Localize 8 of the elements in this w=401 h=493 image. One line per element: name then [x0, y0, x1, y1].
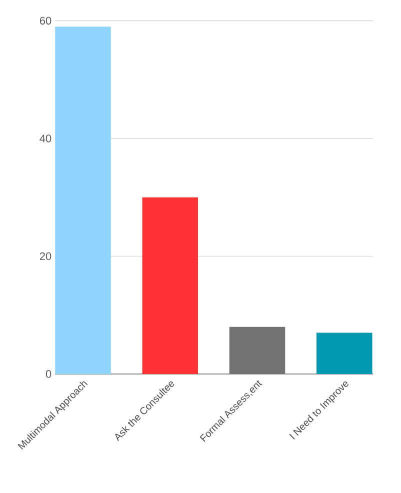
bar [142, 197, 198, 374]
bar [55, 26, 111, 374]
y-tick-label: 40 [40, 134, 52, 142]
y-tick-label: 0 [46, 370, 52, 378]
y-tick-label: 60 [40, 16, 52, 25]
y-tick-label: 20 [40, 252, 52, 260]
bar [229, 326, 286, 374]
bar [316, 332, 372, 374]
